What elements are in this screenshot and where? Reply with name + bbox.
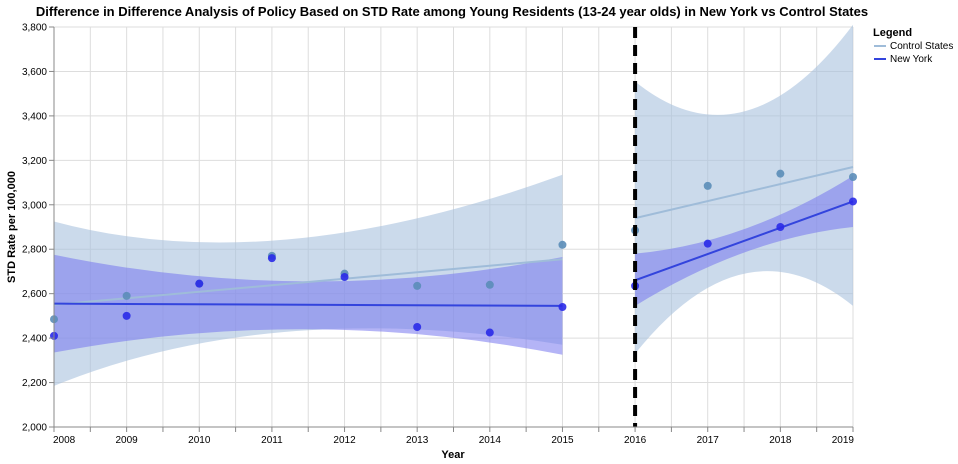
point-new-york-2009 [122,311,131,320]
y-axis-title: STD Rate per 100,000 [6,171,18,283]
y-tick-label: 3,800 [22,23,47,34]
y-tick-label: 3,000 [22,200,47,211]
fit-post-new-york [634,200,854,282]
y-tick-label: 2,200 [22,378,47,389]
y-tick-label: 3,600 [22,67,47,78]
point-new-york-2019 [849,197,857,206]
y-tick-label: 3,200 [22,156,47,167]
axes: 2,000 2,200 2,400 2,600 2,800 3,000 3,200 3,400… [22,23,854,447]
y-tick-label: 2,600 [22,289,47,300]
point-new-york-2012 [340,273,349,281]
y-tick-label: 2,000 [22,423,47,434]
point-control-states-2014 [485,280,494,289]
x-tick-label: 2011 [261,435,283,446]
point-control-states-2015 [558,240,567,249]
point-control-states-2019 [849,173,857,181]
point-control-states-2017 [703,181,712,190]
fit-pre-control-states [53,258,563,306]
y-tick-label: 3,400 [22,111,47,122]
x-tick-label: 2012 [333,435,356,446]
x-tick-label: 2019 [832,435,855,446]
point-new-york-2015 [558,303,567,311]
x-tick-label: 2018 [769,435,792,446]
legend-label-new-york: New York [890,54,933,65]
x-tick-label: 2013 [406,435,429,446]
point-control-states-2013 [413,281,422,290]
point-control-states-2009 [122,291,131,300]
x-tick-label: 2008 [53,435,76,446]
y-tick-label: 2,800 [22,245,47,256]
x-tick-label: 2014 [479,435,502,446]
regression-lines [53,166,854,307]
point-new-york-2011 [267,254,276,263]
fit-pre-new-york [53,302,563,307]
point-control-states-2018 [776,169,785,178]
x-tick-label: 2017 [697,435,720,446]
fit-post-control-states [634,166,854,220]
point-new-york-2010 [195,279,204,288]
x-tick-label: 2010 [188,435,211,446]
point-new-york-2017 [703,239,712,248]
chart-title: Difference in Difference Analysis of Pol… [36,4,868,19]
y-tick-label: 2,400 [22,334,47,345]
x-tick-label: 2009 [116,435,139,446]
legend-title: Legend [873,27,912,39]
point-new-york-2013 [413,323,422,331]
legend: Legend Control States New York [873,27,953,65]
point-new-york-2018 [776,223,785,231]
x-tick-label: 2015 [551,435,574,446]
legend-label-control-states: Control States [890,41,953,52]
x-tick-label: 2016 [624,435,647,446]
x-axis-title: Year [441,449,465,461]
point-new-york-2014 [485,328,494,337]
